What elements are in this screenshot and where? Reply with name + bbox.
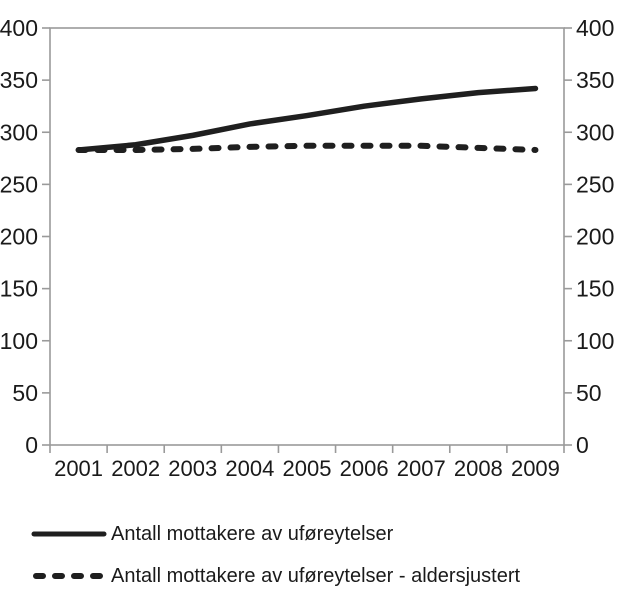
- series-line-dashed: [75, 142, 539, 153]
- y-axis-label-right: 400: [576, 15, 614, 41]
- chart-legend: Antall mottakere av uføreytelser Antall …: [30, 520, 615, 604]
- x-axis-label: 2008: [454, 456, 503, 481]
- y-axis-label-left: 100: [0, 328, 38, 354]
- line-chart-plot: 0 0 50 50 100 100 150 150 200 200 250 250 300 300 350 3…: [0, 15, 614, 481]
- y-axis-label-right: 50: [576, 380, 602, 406]
- y-axis-label-left: 250: [0, 171, 38, 197]
- legend-item-dashed: Antall mottakere av uføreytelser - alder…: [30, 562, 615, 590]
- y-axis-label-right: 0: [576, 432, 589, 458]
- y-axis-label-right: 150: [576, 276, 614, 302]
- y-axis-label-left: 150: [0, 276, 38, 302]
- x-axis-label: 2007: [397, 456, 446, 481]
- x-axis-label: 2001: [54, 456, 103, 481]
- x-axis-label: 2004: [225, 456, 274, 481]
- x-axis-label: 2002: [111, 456, 160, 481]
- y-axis-label-right: 350: [576, 67, 614, 93]
- x-axis-label: 2009: [511, 456, 560, 481]
- y-axis-label-left: 300: [0, 119, 38, 145]
- legend-label-dashed: Antall mottakere av uføreytelser - alder…: [111, 564, 521, 587]
- y-axis-label-right: 200: [576, 224, 614, 250]
- legend-label-solid: Antall mottakere av uføreytelser: [111, 522, 394, 545]
- y-axis-label-left: 400: [0, 15, 38, 41]
- dashed-line-swatch-icon: [33, 573, 105, 579]
- y-axis-label-right: 100: [576, 328, 614, 354]
- legend-item-solid: Antall mottakere av uføreytelser: [30, 520, 615, 548]
- y-axis-label-left: 200: [0, 224, 38, 250]
- y-axis-label-left: 0: [25, 432, 38, 458]
- solid-line-swatch-icon: [31, 531, 107, 537]
- y-axis-label-left: 350: [0, 67, 38, 93]
- y-axis-label-right: 300: [576, 119, 614, 145]
- x-axis-label: 2006: [340, 456, 389, 481]
- y-axis-label-right: 250: [576, 171, 614, 197]
- x-axis-label: 2005: [283, 456, 332, 481]
- y-axis-label-left: 50: [12, 380, 38, 406]
- x-axis-label: 2003: [168, 456, 217, 481]
- series-line-solid: [75, 85, 539, 153]
